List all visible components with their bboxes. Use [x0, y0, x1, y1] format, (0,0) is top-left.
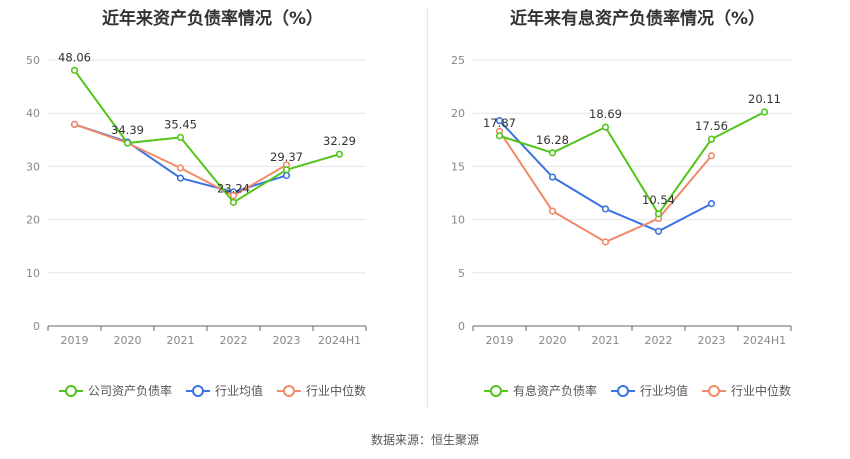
data-point — [70, 120, 79, 128]
data-point — [707, 135, 716, 143]
y-tick-label: 20 — [26, 214, 40, 227]
x-tick-label: 2023 — [698, 334, 726, 347]
x-tick-label: 2023 — [273, 334, 301, 347]
data-point — [335, 150, 344, 158]
legend-swatch — [483, 384, 508, 397]
data-point — [70, 66, 79, 74]
x-tick-label: 2021 — [167, 334, 195, 347]
source-note: 数据来源：恒生聚源 — [370, 433, 479, 447]
series-line — [499, 111, 765, 216]
y-tick-label: 20 — [451, 107, 465, 120]
data-point — [229, 198, 238, 206]
data-label: 32.29 — [323, 134, 356, 148]
data-point — [601, 238, 610, 246]
legend-item[interactable]: 行业中位数 — [277, 382, 366, 399]
data-label: 17.56 — [695, 119, 728, 133]
data-point — [282, 166, 291, 174]
chart-right: 近年来有息资产负债率情况（%） 0 5 10 15 20 25 2019 2020 2021 20… — [425, 0, 850, 420]
data-label: 20.11 — [748, 92, 781, 106]
x-tick-label: 2020 — [539, 334, 567, 347]
data-label: 29.37 — [270, 150, 303, 164]
data-label: 10.54 — [642, 193, 675, 207]
chart-left: 近年来资产负债率情况（%） 0 10 20 30 40 50 2019 2020 2021 202… — [0, 0, 425, 420]
legend-item[interactable]: 行业均值 — [185, 382, 263, 399]
data-point — [707, 200, 716, 208]
data-point — [176, 133, 185, 142]
legend-swatch — [58, 384, 83, 397]
legend-swatch — [610, 384, 635, 397]
y-tick-label: 10 — [26, 267, 40, 280]
legend: 有息资产负债率 行业均值 行业中位数 — [425, 382, 850, 399]
series-line — [498, 119, 712, 233]
legend-swatch — [702, 384, 726, 397]
data-point — [548, 149, 557, 157]
x-tick-label: 2020 — [114, 334, 142, 347]
data-point — [176, 174, 185, 182]
data-point — [760, 108, 769, 116]
y-tick-label: 25 — [451, 54, 465, 67]
data-label: 35.45 — [164, 117, 197, 131]
y-tick-label: 0 — [33, 320, 40, 333]
data-point — [548, 207, 557, 215]
y-tick-label: 50 — [26, 54, 40, 67]
x-tick-label: 2024H1 — [318, 334, 361, 347]
legend-label: 行业中位数 — [731, 384, 792, 398]
data-point — [654, 227, 663, 235]
x-tick-label: 2021 — [592, 334, 620, 347]
data-label: 48.06 — [58, 50, 91, 64]
y-tick-label: 0 — [458, 320, 465, 333]
data-point — [601, 123, 610, 131]
series-line — [498, 130, 713, 244]
y-tick-label: 5 — [458, 267, 465, 280]
x-tick-label: 2019 — [486, 334, 514, 347]
legend-label: 有息资产负债率 — [512, 384, 597, 398]
data-point — [176, 164, 185, 172]
plot-area: 0 10 20 30 40 50 2019 2020 2021 2022 2023 2024H1 48.… — [26, 50, 367, 347]
data-point — [601, 205, 610, 213]
legend-swatch — [277, 384, 301, 397]
panel-divider — [427, 8, 428, 408]
x-tick-label: 2022 — [645, 334, 673, 347]
legend-label: 行业均值 — [214, 384, 263, 398]
data-point — [123, 139, 132, 147]
legend-item[interactable]: 公司资产负债率 — [58, 382, 172, 399]
y-tick-label: 30 — [26, 160, 40, 173]
legend: 公司资产负债率 行业均值 行业中位数 — [0, 382, 425, 399]
data-point — [229, 192, 238, 200]
legend-label: 公司资产负债率 — [87, 384, 172, 398]
data-label: 23.24 — [217, 181, 250, 195]
data-label: 17.87 — [483, 116, 516, 130]
data-point — [282, 171, 291, 180]
data-point — [707, 152, 716, 160]
y-tick-label: 15 — [451, 160, 465, 173]
x-tick-label: 2019 — [61, 334, 89, 347]
legend-item[interactable]: 行业均值 — [610, 382, 688, 399]
data-label: 34.39 — [111, 123, 144, 137]
legend-label: 行业均值 — [639, 384, 688, 398]
plot-area: 0 5 10 15 20 25 2019 2020 2021 2022 2023 2024H1 17.8… — [451, 54, 792, 347]
data-point — [548, 173, 557, 181]
y-tick-label: 40 — [26, 107, 40, 120]
data-label: 18.69 — [589, 107, 622, 121]
legend-item[interactable]: 行业中位数 — [702, 382, 791, 399]
y-tick-label: 10 — [451, 214, 465, 227]
data-point — [654, 210, 663, 218]
data-point — [495, 132, 504, 140]
chart-title: 近年来有息资产负债率情况（%） — [509, 9, 766, 29]
x-tick-label: 2024H1 — [743, 334, 786, 347]
data-label: 16.28 — [536, 133, 569, 147]
legend-swatch — [185, 384, 210, 397]
series-line — [73, 69, 340, 204]
x-tick-label: 2022 — [220, 334, 248, 347]
data-point — [495, 117, 504, 125]
chart-title: 近年来资产负债率情况（%） — [101, 9, 324, 29]
legend-label: 行业中位数 — [306, 384, 367, 398]
legend-item[interactable]: 有息资产负债率 — [483, 382, 597, 399]
